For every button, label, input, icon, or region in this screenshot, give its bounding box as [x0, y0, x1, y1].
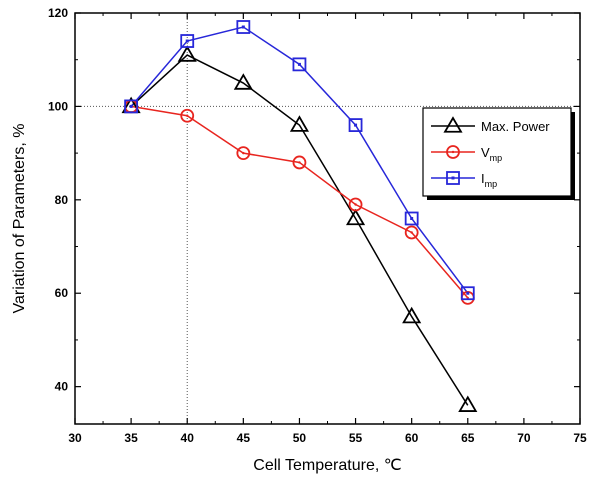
- data-point: [177, 45, 197, 62]
- data-point: [404, 225, 419, 240]
- y-tick-label: 40: [55, 380, 69, 394]
- x-tick-label: 50: [293, 431, 307, 445]
- y-axis: 40 60 80 100 120: [48, 6, 580, 394]
- x-axis-title: Cell Temperature, ℃: [253, 457, 401, 474]
- series-line: [130, 105, 469, 299]
- data-point: [289, 115, 310, 132]
- y-tick-label: 60: [55, 286, 69, 300]
- series-layer: [121, 20, 478, 412]
- data-point: [236, 146, 251, 161]
- legend-marker: [443, 116, 463, 133]
- legend-label: Vmp: [481, 145, 502, 163]
- x-tick-label: 55: [349, 431, 363, 445]
- data-point: [292, 155, 307, 170]
- series-markers-0: [121, 45, 478, 412]
- data-point-dot: [297, 62, 301, 66]
- legend-entry: Max. Power: [431, 116, 550, 134]
- data-point: [348, 197, 363, 212]
- data-point-dot: [410, 231, 413, 234]
- data-point: [402, 306, 422, 324]
- x-tick-label: 45: [237, 431, 251, 445]
- legend-label: Max. Power: [481, 119, 550, 134]
- data-point-dot: [466, 291, 470, 295]
- data-point: [458, 395, 478, 412]
- legend-label: Imp: [481, 171, 497, 189]
- x-tick-label: 70: [517, 431, 531, 445]
- legend-entry: Vmp: [431, 145, 502, 163]
- data-point-dot: [354, 203, 357, 206]
- data-point-dot: [410, 217, 414, 220]
- x-tick-label: 65: [461, 431, 475, 445]
- data-point: [180, 108, 195, 123]
- legend: Max. Power Vmp Imp: [422, 107, 575, 200]
- y-axis-title: Variation of Parameters, %: [11, 123, 28, 313]
- plot-frame: [74, 12, 581, 425]
- data-point: [180, 34, 195, 48]
- x-tick-label: 60: [405, 431, 419, 445]
- data-point-dot: [354, 123, 358, 127]
- series-markers-2: [124, 20, 475, 301]
- y-tick-label: 120: [48, 6, 68, 20]
- series-1: [130, 105, 469, 299]
- data-point-dot: [242, 151, 245, 155]
- data-point-dot: [241, 25, 245, 29]
- series-line: [130, 26, 469, 294]
- data-point-dot: [186, 114, 189, 117]
- data-point: [460, 286, 475, 301]
- x-tick-label: 30: [68, 431, 82, 445]
- data-point-dot: [298, 161, 301, 164]
- y-tick-label: 80: [55, 193, 69, 207]
- y-tick-label: 100: [48, 99, 68, 113]
- series-0: [130, 54, 469, 406]
- x-axis: 30 35 40 45 50 55 60 65 70 75: [68, 13, 587, 445]
- data-point-dot: [129, 104, 133, 108]
- data-point: [345, 208, 366, 226]
- legend-marker: [446, 171, 460, 185]
- data-point: [233, 73, 253, 90]
- x-tick-label: 40: [181, 431, 195, 445]
- legend-marker-dot: [451, 150, 455, 154]
- data-point-dot: [185, 39, 189, 43]
- legend-marker: [446, 145, 460, 159]
- data-point: [348, 118, 363, 132]
- data-point: [236, 20, 251, 34]
- series-2: [130, 26, 469, 294]
- x-tick-label: 75: [573, 431, 587, 445]
- data-point: [292, 57, 307, 72]
- x-tick-label: 35: [124, 431, 138, 445]
- reference-lines: [75, 13, 580, 424]
- legend-marker-dot: [451, 176, 455, 180]
- legend-entry: Imp: [431, 171, 497, 189]
- series-line: [130, 54, 469, 406]
- data-point: [404, 211, 419, 226]
- data-point: [124, 99, 139, 114]
